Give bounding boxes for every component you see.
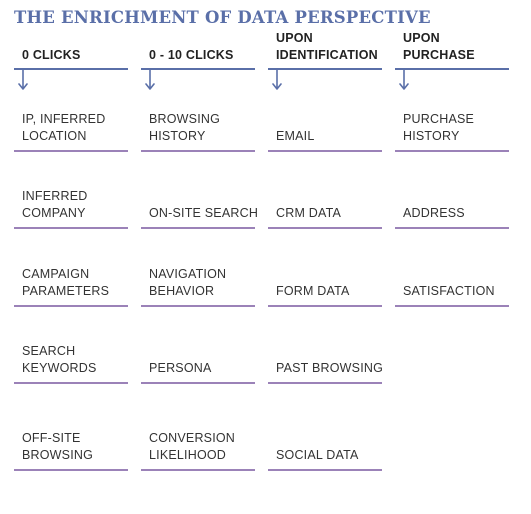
column-header-rule xyxy=(395,68,509,70)
item-rule xyxy=(14,382,128,384)
arrow-down-icon xyxy=(272,69,282,90)
item-rule xyxy=(141,150,255,152)
data-item: SOCIAL DATA xyxy=(276,448,359,462)
data-item: SATISFACTION xyxy=(403,284,495,298)
data-item: PAST BROWSING xyxy=(276,361,384,375)
data-item: BROWSING HISTORY xyxy=(149,112,221,143)
item-rule xyxy=(141,469,255,471)
item-rule xyxy=(268,150,382,152)
item-rule xyxy=(14,469,128,471)
data-item: PURCHASE HISTORY xyxy=(403,112,475,143)
data-item: CAMPAIGN PARAMETERS xyxy=(22,267,110,298)
data-item: NAVIGATION BEHAVIOR xyxy=(149,267,227,298)
column-header: UPON PURCHASE xyxy=(403,31,475,62)
data-item: ADDRESS xyxy=(403,206,465,220)
item-rule xyxy=(268,227,382,229)
item-rule xyxy=(395,305,509,307)
column-header: 0 - 10 CLICKS xyxy=(149,48,234,62)
data-item: FORM DATA xyxy=(276,284,350,298)
item-rule xyxy=(14,227,128,229)
item-rule xyxy=(268,305,382,307)
item-rule xyxy=(14,150,128,152)
arrow-down-icon xyxy=(145,69,155,90)
item-rule xyxy=(395,227,509,229)
column-header-rule xyxy=(14,68,128,70)
data-item: CONVERSION LIKELIHOOD xyxy=(149,431,236,462)
arrow-down-icon xyxy=(18,69,28,90)
data-item: ON-SITE SEARCH xyxy=(149,206,259,220)
item-rule xyxy=(141,305,255,307)
data-item: OFF-SITE BROWSING xyxy=(22,431,94,462)
column-header: 0 CLICKS xyxy=(22,48,81,62)
diagram-title: THE ENRICHMENT OF DATA PERSPECTIVE xyxy=(14,8,431,27)
column-header-rule xyxy=(141,68,255,70)
data-item: SEARCH KEYWORDS xyxy=(22,344,97,375)
column-header-rule xyxy=(268,68,382,70)
column-header: UPON IDENTIFICATION xyxy=(276,31,378,62)
item-rule xyxy=(395,150,509,152)
item-rule xyxy=(141,382,255,384)
data-item: IP, INFERRED LOCATION xyxy=(22,112,106,143)
item-rule xyxy=(268,469,382,471)
item-rule xyxy=(141,227,255,229)
item-rule xyxy=(268,382,382,384)
item-rule xyxy=(14,305,128,307)
data-item: INFERRED COMPANY xyxy=(22,189,88,220)
data-item: EMAIL xyxy=(276,129,315,143)
arrow-down-icon xyxy=(399,69,409,90)
data-item: CRM DATA xyxy=(276,206,342,220)
data-item: PERSONA xyxy=(149,361,212,375)
